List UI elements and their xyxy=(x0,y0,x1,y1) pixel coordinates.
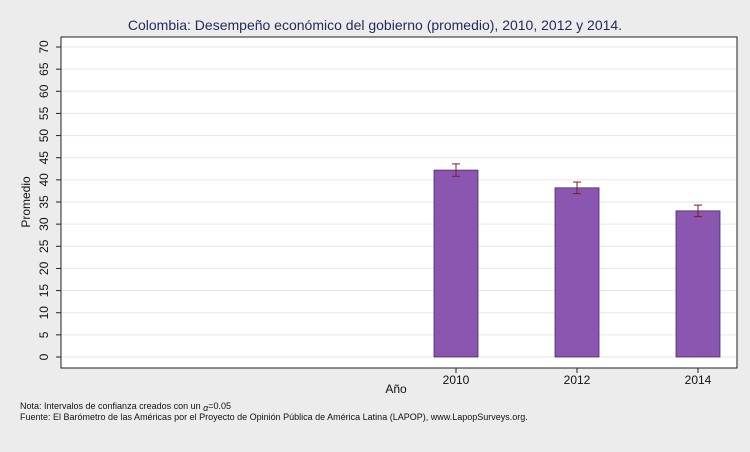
confidence-note-prefix: Nota: Intervalos de confianza creados co… xyxy=(20,401,203,411)
confidence-note-suffix: =0.05 xyxy=(208,401,231,411)
y-tick-label: 25 xyxy=(37,239,51,253)
bar-2014 xyxy=(675,210,721,358)
y-tick-label: 45 xyxy=(37,151,51,165)
y-tick-label: 55 xyxy=(37,106,51,120)
y-axis-label: Promedio xyxy=(19,176,33,228)
bar-2012 xyxy=(554,187,600,358)
source-note: Fuente: El Barómetro de las Américas por… xyxy=(20,412,528,422)
y-tick-label: 60 xyxy=(37,84,51,98)
x-tick-label-2014: 2014 xyxy=(685,373,712,387)
error-bar-2010 xyxy=(452,163,460,177)
confidence-note: Nota: Intervalos de confianza creados co… xyxy=(20,401,231,413)
alpha-symbol: α xyxy=(203,403,209,413)
x-tick-label-2010: 2010 xyxy=(443,373,470,387)
y-tick-label: 40 xyxy=(37,173,51,187)
error-bar-2012 xyxy=(573,181,581,195)
y-tick-label: 30 xyxy=(37,217,51,231)
error-bar-2014 xyxy=(694,204,702,218)
gridlines xyxy=(62,46,736,358)
x-tick-label-2012: 2012 xyxy=(564,373,591,387)
y-tick-label: 70 xyxy=(37,40,51,54)
y-tick-label: 15 xyxy=(37,284,51,298)
y-tick-label: 5 xyxy=(37,331,51,338)
y-tick-label: 10 xyxy=(37,306,51,320)
x-axis-ticks: 2010 2012 2014 xyxy=(443,368,712,387)
y-axis-ticks: 0 5 10 15 20 25 30 35 40 45 50 55 60 65 70 xyxy=(37,40,61,360)
y-tick-label: 0 xyxy=(37,353,51,360)
x-axis-label: Año xyxy=(385,382,407,396)
y-tick-label: 50 xyxy=(37,129,51,143)
bars xyxy=(433,169,721,358)
error-bars xyxy=(452,163,702,218)
y-tick-label: 35 xyxy=(37,195,51,209)
bar-2010 xyxy=(433,169,479,358)
y-tick-label: 65 xyxy=(37,62,51,76)
chart-title: Colombia: Desempeño económico del gobier… xyxy=(128,17,622,33)
y-tick-label: 20 xyxy=(37,261,51,275)
